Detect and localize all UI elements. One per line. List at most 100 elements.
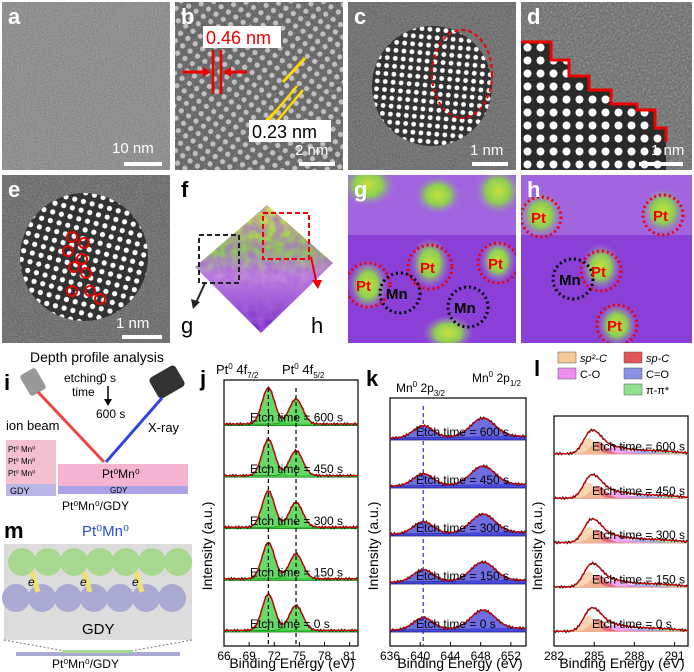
fitted-envelope bbox=[389, 561, 526, 583]
x-tick-label: 636 bbox=[380, 649, 400, 663]
electron-symbol: e bbox=[80, 575, 87, 589]
etching-label: etching bbox=[64, 371, 103, 385]
etch-time-label: Etch time = 300 s bbox=[592, 528, 685, 542]
xray-source-icon bbox=[149, 365, 185, 399]
peak-component bbox=[554, 628, 688, 632]
arrowhead bbox=[203, 67, 211, 77]
fitted-envelope bbox=[389, 609, 526, 631]
tem-particle-c bbox=[348, 2, 516, 170]
panel-label-b: b bbox=[181, 4, 195, 29]
peak-label-pt-4f72: Pt0 4f7/2 bbox=[216, 362, 259, 380]
panel-e-tem-image: e 1 nm bbox=[2, 175, 170, 343]
atom-circle bbox=[446, 285, 490, 329]
atom-label-pt: Pt bbox=[653, 208, 668, 225]
atom-label-pt: Pt bbox=[607, 318, 622, 335]
y-axis-label: Intensity (a.u.) bbox=[365, 502, 381, 591]
panel-h-surface-zoom: Pt Pt Pt Pt Mn h bbox=[521, 175, 692, 343]
ion-beam-label: ion beam bbox=[6, 418, 59, 433]
atom-label-mn: Mn bbox=[559, 272, 581, 289]
panel-m-gdy-illustration: Pt⁰Mn⁰ e e e GDY Pt⁰Mn⁰/GDY m bbox=[2, 518, 194, 670]
x-tick-label: 288 bbox=[624, 649, 644, 663]
atom-circle bbox=[641, 193, 685, 237]
scale-text-a: 10 nm bbox=[112, 140, 154, 157]
panel-label-i: i bbox=[4, 370, 11, 395]
arrow-down-left bbox=[281, 56, 307, 84]
peak-component bbox=[554, 580, 688, 588]
xps-chart-pt: j Pt0 4f7/2 Pt0 4f5/2 Intensity (a.u.) B… bbox=[199, 362, 359, 671]
panel-a-tem-image: a 10 nm bbox=[2, 2, 170, 170]
sheet-overview bbox=[16, 652, 180, 656]
arrow-label-h: h bbox=[311, 313, 323, 338]
peak-component bbox=[554, 495, 688, 499]
etch-time-label: Etch time = 0 s bbox=[592, 617, 672, 631]
fitted-envelope bbox=[389, 513, 526, 535]
sample-caption: Pt⁰Mn⁰/GDY bbox=[62, 499, 129, 513]
legend-entry: π-π* bbox=[646, 385, 670, 397]
spacing-label-023: 0.23 nm bbox=[252, 122, 317, 142]
arrowhead bbox=[104, 399, 112, 406]
electron-symbol: e bbox=[132, 575, 139, 589]
chart-label-j: j bbox=[199, 366, 206, 391]
scale-bar-c bbox=[472, 162, 508, 166]
scale-bar-b bbox=[299, 162, 335, 166]
tem-noise-a bbox=[2, 2, 170, 170]
scale-text-c: 1 nm bbox=[470, 142, 504, 159]
scale-text-d: 1 nm bbox=[651, 142, 685, 159]
xray-beam-line bbox=[104, 397, 164, 463]
y-axis-label: Intensity (a.u.) bbox=[532, 502, 545, 591]
x-tick-label: 69 bbox=[242, 649, 256, 663]
peak-component bbox=[554, 527, 688, 544]
stack-gdy-label: GDY bbox=[110, 486, 128, 495]
peak-label-pt-4f52: Pt0 4f5/2 bbox=[282, 362, 325, 380]
etch-time-label: Etch time = 300 s bbox=[250, 514, 343, 528]
atom-label-pt: Pt bbox=[356, 278, 371, 295]
electron-symbol: e bbox=[28, 575, 35, 589]
fitted-envelope bbox=[389, 417, 526, 439]
scale-bar-a bbox=[124, 162, 162, 166]
xps-chart-c: l Intensity (a.u.) Binding Energy (eV) 2… bbox=[532, 351, 689, 671]
peak-component bbox=[554, 438, 688, 455]
fitted-envelope bbox=[554, 518, 689, 544]
panel-label-h: h bbox=[527, 177, 541, 202]
step-edge-line bbox=[521, 40, 668, 142]
x-tick-label: 75 bbox=[293, 649, 307, 663]
gdy-illustration: Pt⁰Mn⁰ e e e GDY Pt⁰Mn⁰/GDY bbox=[2, 523, 193, 670]
time-end: 600 s bbox=[96, 407, 125, 421]
panel-i-depth-schematic: Depth profile analysis etching time 0 s … bbox=[2, 346, 194, 514]
peak-label-mn-2p32: Mn0 2p3/2 bbox=[396, 380, 445, 398]
x-axis-label: Binding Energy (eV) bbox=[559, 655, 684, 671]
legend-swatch bbox=[623, 351, 643, 364]
peak-component bbox=[554, 482, 688, 499]
atom-circle bbox=[521, 195, 563, 239]
atom-circle bbox=[595, 303, 639, 343]
panel-label-f: f bbox=[181, 177, 189, 202]
gdy-atom-layer bbox=[2, 584, 186, 612]
inset-gdy: GDY bbox=[10, 486, 30, 496]
x-axis-label: Binding Energy (eV) bbox=[229, 655, 354, 671]
x-tick-label: 652 bbox=[501, 649, 521, 663]
fitted-envelope bbox=[224, 490, 358, 528]
chart-label-l: l bbox=[534, 356, 540, 381]
panel-label-g: g bbox=[354, 177, 368, 202]
atom-label-pt: Pt bbox=[420, 260, 435, 277]
plot-frame bbox=[389, 397, 527, 647]
peak-label-mn-2p12: Mn0 2p1/2 bbox=[472, 370, 521, 388]
etch-time-label: Etch time = 300 s bbox=[416, 521, 509, 535]
scale-bar-e bbox=[122, 335, 162, 339]
panel-f-3d-surface: g h f bbox=[175, 175, 343, 343]
sample-stack-pink bbox=[58, 464, 188, 486]
fitted-envelope bbox=[554, 607, 689, 632]
tem-lattice-b: 0.46 nm 0.23 nm bbox=[175, 2, 343, 170]
panel-label-c: c bbox=[354, 4, 367, 29]
gdy-inset-band bbox=[6, 484, 56, 496]
x-axis-label: Binding Energy (eV) bbox=[397, 655, 522, 671]
fitted-envelope bbox=[389, 465, 526, 487]
fitted-envelope bbox=[554, 429, 689, 455]
etch-time-label: Etch time = 450 s bbox=[592, 484, 685, 498]
etch-time-label: Etch time = 450 s bbox=[416, 473, 509, 487]
x-tick-label: 285 bbox=[584, 649, 604, 663]
legend-swatch bbox=[623, 383, 643, 396]
atom-label-pt: Pt bbox=[488, 256, 503, 273]
legend-swatch bbox=[557, 367, 577, 380]
gdy-label: GDY bbox=[82, 621, 115, 638]
